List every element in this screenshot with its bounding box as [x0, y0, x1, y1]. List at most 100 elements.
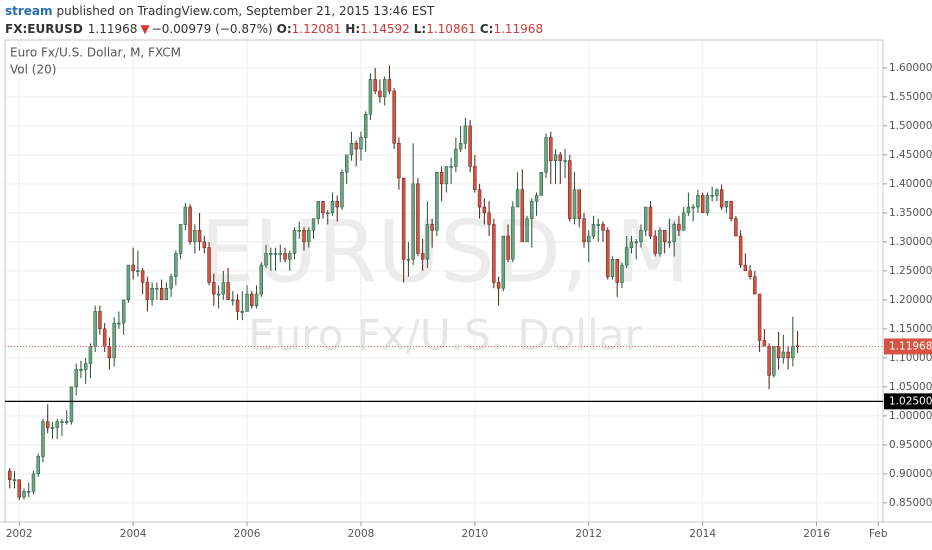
candle-body — [330, 200, 335, 214]
candle-body — [150, 288, 154, 301]
y-tick-label: 1.55000 — [889, 91, 932, 103]
x-tick-label: 2008 — [348, 528, 375, 540]
candle-body — [64, 421, 69, 423]
candle-body — [563, 160, 567, 162]
candle-body — [401, 177, 406, 260]
watermark-sub: Euro Fx/U.S. Dollar — [248, 311, 642, 360]
y-tick-label: 0.90000 — [889, 468, 932, 480]
candle-body — [27, 491, 31, 493]
candle-body — [762, 340, 767, 347]
candle-body — [311, 218, 316, 231]
level-label-box — [884, 393, 932, 410]
candle-body — [672, 224, 676, 243]
candle-body — [254, 293, 259, 306]
y-tick-label: 1.35000 — [889, 207, 932, 219]
candle-body — [231, 299, 235, 302]
candles — [8, 65, 800, 500]
candle-body — [321, 200, 325, 214]
published: published on TradingView.com, September … — [57, 4, 435, 18]
candle-body — [183, 206, 188, 225]
candle-body — [155, 288, 159, 290]
candle-body — [411, 183, 415, 260]
x-tick-label: 2014 — [689, 528, 716, 540]
y-tick-label: 1.45000 — [889, 149, 932, 161]
candle-body — [302, 229, 306, 243]
candle-body — [615, 258, 619, 283]
y-tick-label: 0.95000 — [889, 439, 932, 451]
x-tick-label: 2002 — [6, 528, 33, 540]
candle-body — [568, 160, 572, 219]
candle-body — [653, 235, 657, 254]
candle-body — [344, 154, 349, 173]
candle-body — [748, 270, 752, 277]
candle-body — [340, 171, 344, 208]
y-tick-label: 1.50000 — [889, 120, 932, 132]
candle-body — [83, 363, 88, 370]
candle-body — [515, 189, 520, 208]
candle-body — [719, 189, 724, 208]
candle-body — [283, 253, 287, 260]
candle-body — [681, 212, 686, 231]
candle-body — [197, 229, 202, 243]
candle-body — [373, 79, 377, 92]
candle-body — [226, 282, 230, 301]
candle-body — [164, 288, 169, 301]
candle-body — [74, 369, 78, 388]
candle-body — [354, 142, 358, 150]
indicator-label: Vol (20) — [10, 63, 56, 77]
candle-body — [107, 346, 112, 359]
level-label: 1.02500 — [889, 395, 932, 407]
candle-body — [624, 247, 629, 266]
candle-body — [776, 346, 781, 359]
symbol: FX:EURUSD — [5, 22, 83, 36]
candle-body — [326, 212, 330, 215]
candle-body — [468, 125, 472, 167]
candle-body — [240, 311, 245, 313]
candle-body — [620, 264, 624, 283]
candle-body — [193, 229, 197, 243]
last-price: 1.11968 — [88, 22, 138, 36]
candle-body — [269, 253, 273, 255]
candle-body — [378, 90, 382, 98]
candle-body — [449, 166, 453, 168]
candle-body — [477, 189, 482, 208]
arrow: ▼ — [140, 22, 150, 36]
candle-body — [202, 241, 207, 248]
y-tick-label: 1.05000 — [889, 381, 932, 393]
candle-body — [606, 229, 610, 277]
candle-body — [577, 189, 581, 219]
candle-body — [98, 311, 102, 330]
candle-body — [435, 171, 439, 231]
candle-body — [791, 346, 795, 359]
candle-body — [501, 235, 506, 289]
candle-body — [235, 299, 240, 312]
candle-body — [359, 137, 363, 150]
candle-body — [79, 369, 83, 371]
candle-body — [316, 200, 320, 219]
candle-body — [397, 142, 401, 179]
candle-body — [691, 206, 695, 209]
candle-body — [41, 421, 45, 457]
candle-body — [724, 200, 729, 208]
candle-body — [349, 142, 354, 156]
candle-body — [572, 189, 577, 219]
candle-body — [145, 282, 150, 301]
candle-body — [686, 206, 691, 214]
candle-body — [102, 328, 107, 347]
candle-body — [212, 282, 216, 295]
candle-body — [591, 224, 596, 237]
h-value: 1.14592 — [360, 22, 410, 36]
y-tick-label: 1.30000 — [889, 236, 932, 248]
candle-body — [278, 253, 282, 255]
candle-body — [610, 258, 615, 277]
publisher[interactable]: stream — [5, 4, 53, 18]
candle-body — [174, 253, 178, 277]
candle-body — [648, 206, 653, 237]
candle-body — [416, 183, 420, 254]
candle-body — [8, 470, 12, 480]
candle-body — [473, 166, 477, 190]
l-value: 1.10861 — [426, 22, 476, 36]
x-tick-label: Feb — [869, 528, 888, 540]
c-label: C: — [480, 22, 494, 36]
